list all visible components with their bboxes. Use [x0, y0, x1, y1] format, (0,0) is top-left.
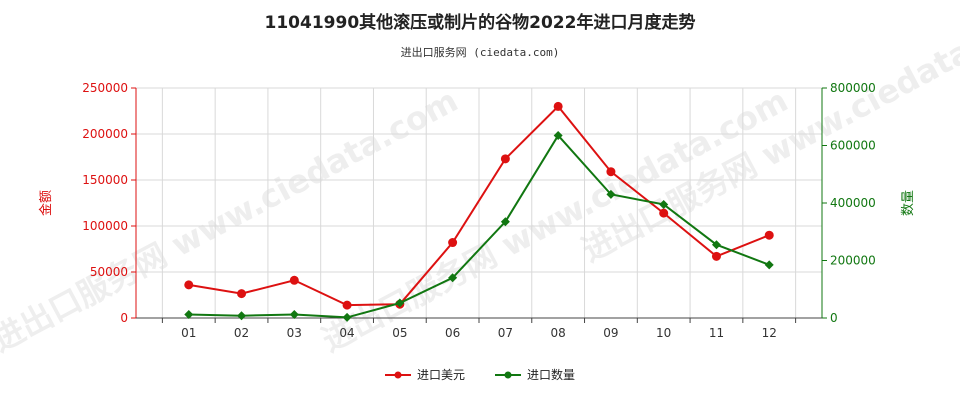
y-right-axis-label: 数量 [901, 190, 916, 216]
series-0-point [342, 300, 352, 310]
legend-qty-swatch-icon [495, 371, 521, 378]
y-right-tick-label: 0 [830, 311, 838, 325]
series-1-point [764, 260, 774, 270]
x-tick-label: 10 [656, 326, 671, 340]
x-tick-label: 01 [181, 326, 196, 340]
x-tick-label: 02 [234, 326, 249, 340]
x-tick-label: 05 [392, 326, 407, 340]
series-line-0 [188, 104, 770, 307]
x-tick-label: 09 [603, 326, 618, 340]
legend-label-usd: 进口美元 [416, 368, 465, 382]
y-left-axis-label: 金额 [38, 190, 54, 216]
x-tick-label: 11 [709, 326, 724, 340]
legend-usd-swatch-icon [384, 371, 411, 378]
series-1-point [553, 130, 563, 140]
series-1-point [289, 310, 299, 320]
series-0-point [184, 280, 194, 290]
legend-item-qty[interactable]: 进口数量 [495, 366, 575, 383]
series-1-point [606, 189, 616, 199]
y-left-tick-label: 0 [120, 311, 128, 325]
y-right-tick-label: 400000 [830, 196, 876, 210]
x-tick-label: 06 [445, 326, 460, 340]
series-0-point [500, 154, 510, 164]
series-0-point [764, 230, 774, 240]
y-right-tick-label: 600000 [830, 139, 876, 153]
series-0-point [553, 101, 563, 111]
chart-subtitle: 进出口服务网 (ciedata.com) [400, 46, 560, 59]
legend: 进口美元 进口数量 [0, 366, 960, 383]
series-1-point [237, 311, 247, 321]
y-left-tick-label: 150000 [82, 173, 128, 187]
x-tick-label: 07 [498, 326, 513, 340]
x-tick-label: 08 [551, 326, 566, 340]
legend-item-usd[interactable]: 进口美元 [384, 366, 465, 383]
x-tick-label: 12 [762, 326, 777, 340]
y-left-tick-label: 50000 [90, 265, 128, 279]
x-tick-label: 04 [339, 326, 354, 340]
series-1-point [184, 310, 194, 320]
y-left-tick-label: 250000 [82, 81, 128, 95]
series-0-point [289, 275, 299, 285]
y-right-tick-label: 200000 [830, 254, 876, 268]
x-tick-label: 03 [287, 326, 302, 340]
series-0-point [711, 251, 721, 261]
series-1-point [448, 273, 458, 283]
chart-title: 11041990其他滚压或制片的谷物2022年进口月度走势 [264, 13, 696, 33]
y-left-tick-label: 100000 [82, 219, 128, 233]
watermark-text: 进出口服务网 www.ciedata.com [576, 0, 960, 269]
series-1-point [500, 217, 510, 227]
series-1-point [711, 240, 721, 250]
series-1-point [395, 298, 405, 308]
series-1-point [342, 312, 352, 322]
series-0-point [659, 208, 669, 218]
y-left-tick-label: 200000 [82, 127, 128, 141]
legend-label-qty: 进口数量 [527, 368, 576, 382]
series-line-1 [188, 133, 770, 319]
series-layer [184, 101, 774, 322]
grid-layer [136, 87, 823, 318]
series-0-point [606, 167, 616, 177]
series-1-point [659, 199, 669, 209]
y-right-tick-label: 800000 [830, 81, 876, 95]
series-0-point [448, 238, 458, 248]
series-0-point [237, 289, 247, 299]
axes-layer: 0 50000 100000 150000 200000 250000 金额 0 200000 4… [38, 81, 916, 340]
